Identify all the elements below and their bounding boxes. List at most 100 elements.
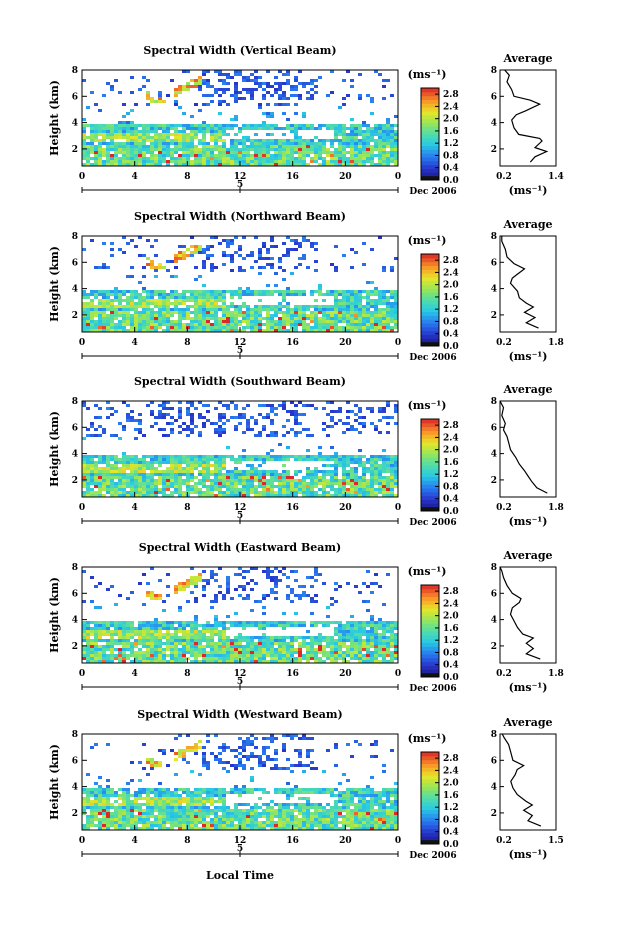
x-tick-label: 0 xyxy=(79,172,85,182)
panel-4: Spectral Width (Eastward Beam) 2 4 6 8 Height… xyxy=(48,541,564,694)
profile-y-tick-label: 2 xyxy=(491,809,497,819)
colorbar: 0.0 0.4 0.8 1.2 1.6 2.0 2.4 2.8 xyxy=(420,751,459,850)
x-tick-label: 12 xyxy=(234,338,247,348)
x-tick-label: 12 xyxy=(234,503,247,513)
colorbar-tick-label: 1.6 xyxy=(443,458,459,468)
y-tick-label: 4 xyxy=(72,783,78,793)
date-label: Dec 2006 xyxy=(409,187,456,197)
colorbar-tick-label: 1.6 xyxy=(443,127,459,137)
y-tick-label: 4 xyxy=(72,616,78,626)
profile-unit: (ms⁻¹) xyxy=(509,184,548,197)
colorbar-tick-label: 1.2 xyxy=(443,636,459,646)
profile-unit: (ms⁻¹) xyxy=(509,515,548,528)
profile-x-tick-label: 1.8 xyxy=(548,338,564,348)
profile-y-tick-label: 4 xyxy=(491,450,497,460)
profile-y-tick-label: 4 xyxy=(491,783,497,793)
colorbar-tick-label: 1.6 xyxy=(443,791,459,801)
y-tick-label: 8 xyxy=(72,232,78,242)
x-tick-label: 0 xyxy=(395,172,401,182)
colorbar-unit: (ms⁻¹) xyxy=(408,234,447,247)
colorbar-tick-label: 0.0 xyxy=(443,507,459,517)
x-tick-label: 8 xyxy=(184,503,190,513)
colorbar-tick-label: 2.4 xyxy=(443,268,459,278)
y-tick-label: 2 xyxy=(72,642,78,652)
y-tick-label: 2 xyxy=(72,145,78,155)
x-tick-label: 0 xyxy=(79,669,85,679)
profile-line xyxy=(501,733,542,827)
colorbar-tick-label: 1.6 xyxy=(443,624,459,634)
colorbar-tick-label: 0.8 xyxy=(443,317,459,327)
x-tick-label: 0 xyxy=(395,503,401,513)
heatmap-cells xyxy=(82,734,398,830)
y-axis-label: Height (km) xyxy=(48,80,61,156)
average-profile: Average 2 4 6 8 0.2 1.8(ms⁻¹) xyxy=(491,218,564,363)
profile-x-tick-label: 0.2 xyxy=(496,172,512,182)
colorbar-tick-label: 0.8 xyxy=(443,151,459,161)
colorbar-tick-label: 0.0 xyxy=(443,673,459,683)
x-tick-label: 12 xyxy=(234,172,247,182)
profile-title: Average xyxy=(502,549,552,562)
x-tick-label: 0 xyxy=(79,338,85,348)
colorbar-tick-label: 2.8 xyxy=(443,421,459,431)
x-tick-label: 12 xyxy=(234,669,247,679)
x-axis-label: Local Time xyxy=(206,869,274,882)
profile-y-tick-label: 8 xyxy=(491,563,497,573)
profile-frame xyxy=(499,400,557,498)
x-tick-label: 4 xyxy=(132,503,138,513)
profile-line xyxy=(501,236,539,329)
y-tick-label: 2 xyxy=(72,809,78,819)
profile-frame xyxy=(499,235,557,333)
x-tick-label: 20 xyxy=(339,338,352,348)
profile-y-tick-label: 8 xyxy=(491,397,497,407)
average-profile: Average 2 4 6 8 0.2 1.8(ms⁻¹) xyxy=(491,383,564,528)
date-label: Dec 2006 xyxy=(409,518,456,528)
x-tick-label: 0 xyxy=(395,338,401,348)
average-profile: Average 2 4 6 8 0.2 1.5(ms⁻¹) xyxy=(491,716,564,861)
x-tick-label: 8 xyxy=(184,836,190,846)
colorbar-tick-label: 2.4 xyxy=(443,599,459,609)
colorbar-unit: (ms⁻¹) xyxy=(408,399,447,412)
date-marker: 5 xyxy=(237,844,243,854)
x-tick-label: 0 xyxy=(79,836,85,846)
profile-x-tick-label: 1.8 xyxy=(548,669,564,679)
colorbar-tick-label: 2.4 xyxy=(443,433,459,443)
panel-5: Spectral Width (Westward Beam) 2 4 6 8 Height… xyxy=(48,708,564,861)
x-tick-label: 4 xyxy=(132,338,138,348)
profile-y-tick-label: 8 xyxy=(491,66,497,76)
panel-title: Spectral Width (Northward Beam) xyxy=(134,210,346,223)
heatmap-cells xyxy=(82,236,398,332)
y-tick-label: 4 xyxy=(72,450,78,460)
colorbar-tick-label: 2.4 xyxy=(443,102,459,112)
profile-x-tick-label: 1.8 xyxy=(548,503,564,513)
colorbar-tick-label: 1.2 xyxy=(443,470,459,480)
heatmap-cells xyxy=(82,70,398,166)
y-tick-label: 6 xyxy=(72,589,78,599)
colorbar-tick-label: 1.6 xyxy=(443,293,459,303)
x-tick-label: 8 xyxy=(184,669,190,679)
profile-line xyxy=(499,400,548,494)
x-tick-label: 20 xyxy=(339,669,352,679)
heatmap-cells xyxy=(82,567,398,663)
profile-x-tick-label: 0.2 xyxy=(496,503,512,513)
profile-y-tick-label: 2 xyxy=(491,145,497,155)
x-tick-label: 8 xyxy=(184,338,190,348)
x-tick-label: 0 xyxy=(79,503,85,513)
y-axis-label: Height (km) xyxy=(48,577,61,653)
colorbar-tick-label: 0.4 xyxy=(443,495,459,505)
profile-x-tick-label: 0.2 xyxy=(496,338,512,348)
profile-unit: (ms⁻¹) xyxy=(509,848,548,861)
heatmap-cells xyxy=(82,401,398,497)
colorbar-tick-label: 0.8 xyxy=(443,815,459,825)
date-marker: 5 xyxy=(237,677,243,687)
profile-y-tick-label: 2 xyxy=(491,476,497,486)
y-tick-label: 6 xyxy=(72,756,78,766)
colorbar-tick-label: 2.8 xyxy=(443,754,459,764)
profile-x-tick-label: 0.2 xyxy=(496,836,512,846)
colorbar-tick-label: 0.0 xyxy=(443,176,459,186)
x-tick-label: 16 xyxy=(286,338,299,348)
colorbar-unit: (ms⁻¹) xyxy=(408,68,447,81)
profile-frame xyxy=(499,69,557,167)
x-tick-label: 16 xyxy=(286,669,299,679)
colorbar-tick-label: 2.4 xyxy=(443,766,459,776)
colorbar-unit: (ms⁻¹) xyxy=(408,565,447,578)
